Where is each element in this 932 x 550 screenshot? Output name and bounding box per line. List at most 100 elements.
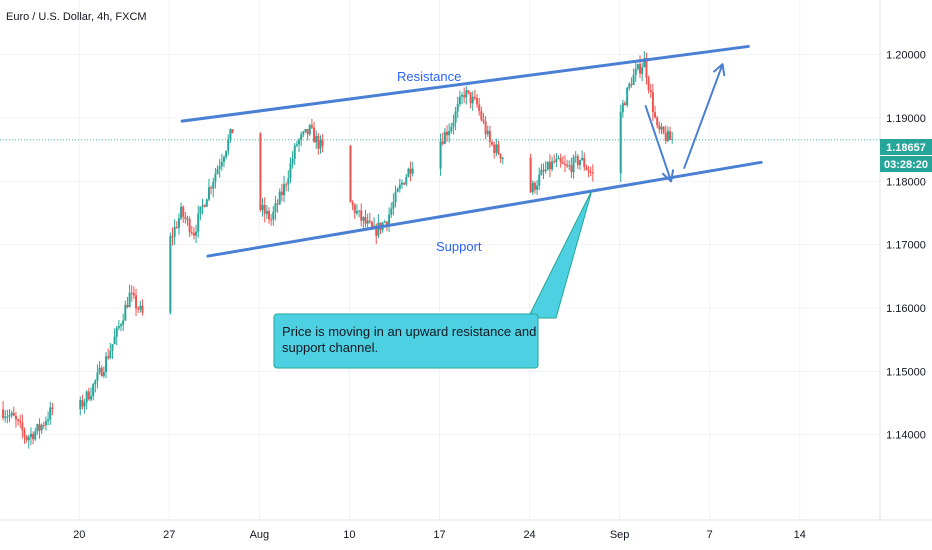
candle bbox=[171, 227, 174, 246]
candle-body bbox=[222, 157, 225, 162]
candle-body bbox=[12, 412, 15, 416]
candle bbox=[448, 123, 451, 143]
candle-body bbox=[304, 129, 307, 132]
candle-body bbox=[360, 210, 363, 221]
candle-body bbox=[137, 308, 140, 310]
candle-body bbox=[536, 185, 539, 190]
candle bbox=[364, 209, 367, 228]
candle-body bbox=[658, 125, 661, 130]
candle-body bbox=[364, 217, 367, 224]
candle-body bbox=[122, 320, 125, 325]
x-tick-label: 20 bbox=[73, 529, 85, 541]
candle bbox=[671, 131, 674, 144]
candle bbox=[40, 423, 43, 435]
candle-body bbox=[313, 127, 316, 143]
candle bbox=[568, 160, 571, 171]
time-axis[interactable]: 20 27 Aug 10 17 24 Sep 7 14 bbox=[73, 529, 806, 541]
candle-body bbox=[486, 130, 489, 135]
resistance-trendline[interactable] bbox=[180, 44, 750, 123]
candle-body bbox=[141, 305, 144, 313]
candle bbox=[216, 165, 219, 175]
candle-body bbox=[293, 145, 296, 159]
candle bbox=[658, 121, 661, 134]
x-tick-label: Sep bbox=[610, 529, 630, 541]
candle-body bbox=[27, 437, 30, 441]
candle bbox=[111, 344, 114, 360]
y-tick-label: 1.16000 bbox=[886, 303, 926, 315]
candle-body bbox=[540, 169, 543, 175]
candle-body bbox=[124, 305, 127, 321]
y-tick-label: 1.20000 bbox=[886, 50, 926, 62]
x-tick-label: Aug bbox=[250, 529, 270, 541]
candle bbox=[283, 175, 286, 203]
candle bbox=[259, 132, 262, 213]
candle-body bbox=[544, 169, 547, 172]
candle bbox=[538, 167, 541, 190]
candle-body bbox=[557, 158, 560, 160]
candle-body bbox=[654, 112, 657, 118]
candle bbox=[529, 153, 532, 194]
candle bbox=[177, 213, 180, 235]
callout-line-1: Price is moving in an upward resistance … bbox=[282, 324, 536, 339]
candle-body bbox=[126, 305, 129, 308]
arrow-shaft bbox=[644, 105, 673, 182]
candle-body bbox=[400, 182, 403, 185]
callout-text: Price is moving in an upward resistance … bbox=[282, 324, 540, 355]
y-tick-label: 1.14000 bbox=[886, 430, 926, 442]
candle-body bbox=[568, 165, 571, 167]
candle-body bbox=[643, 58, 646, 68]
candle bbox=[388, 207, 391, 233]
candle-body bbox=[135, 295, 138, 309]
x-tick-label: 24 bbox=[523, 529, 535, 541]
candle bbox=[27, 434, 30, 449]
candle bbox=[578, 159, 581, 170]
candle bbox=[544, 161, 547, 174]
candle bbox=[137, 306, 140, 314]
candle-body bbox=[411, 168, 414, 174]
candle-body bbox=[263, 204, 266, 214]
candle bbox=[126, 296, 129, 309]
candle bbox=[531, 180, 534, 195]
candle bbox=[484, 116, 487, 139]
price-axis[interactable]: 1.14000 1.15000 1.16000 1.17000 1.18000 1.190… bbox=[886, 50, 926, 442]
candle-body bbox=[666, 131, 669, 141]
candle bbox=[536, 180, 539, 195]
candle-body bbox=[49, 407, 52, 420]
candle-body bbox=[291, 158, 294, 164]
candle-body bbox=[47, 419, 50, 422]
candle-body bbox=[229, 129, 232, 140]
candle bbox=[662, 125, 665, 135]
callout[interactable]: Price is moving in an upward resistance … bbox=[273, 189, 593, 369]
candle-body bbox=[102, 371, 105, 377]
candle-body bbox=[366, 220, 369, 224]
up-arrow[interactable] bbox=[683, 63, 726, 170]
candle bbox=[124, 300, 127, 321]
candle-body bbox=[276, 203, 279, 205]
candle-body bbox=[561, 162, 564, 164]
candle bbox=[634, 61, 637, 82]
candle bbox=[454, 106, 457, 131]
down-arrow[interactable] bbox=[644, 105, 675, 183]
candle bbox=[563, 155, 566, 173]
candle bbox=[212, 177, 215, 198]
candle-body bbox=[169, 236, 172, 313]
candle bbox=[220, 153, 223, 171]
candle bbox=[624, 100, 627, 106]
candle bbox=[493, 141, 496, 159]
candle-body bbox=[548, 161, 551, 170]
candle bbox=[660, 122, 663, 135]
candle-body bbox=[197, 213, 200, 232]
candle bbox=[572, 154, 575, 179]
candle bbox=[4, 410, 7, 423]
candle bbox=[497, 140, 500, 156]
candle-body bbox=[6, 416, 9, 418]
candle bbox=[107, 348, 110, 361]
candle-body bbox=[289, 163, 292, 179]
candle-body bbox=[448, 130, 451, 136]
candle-body bbox=[529, 157, 532, 193]
candle bbox=[576, 154, 579, 169]
candle-body bbox=[581, 157, 584, 161]
candle-body bbox=[308, 125, 311, 135]
candle bbox=[443, 128, 446, 145]
candle-body bbox=[87, 391, 90, 400]
